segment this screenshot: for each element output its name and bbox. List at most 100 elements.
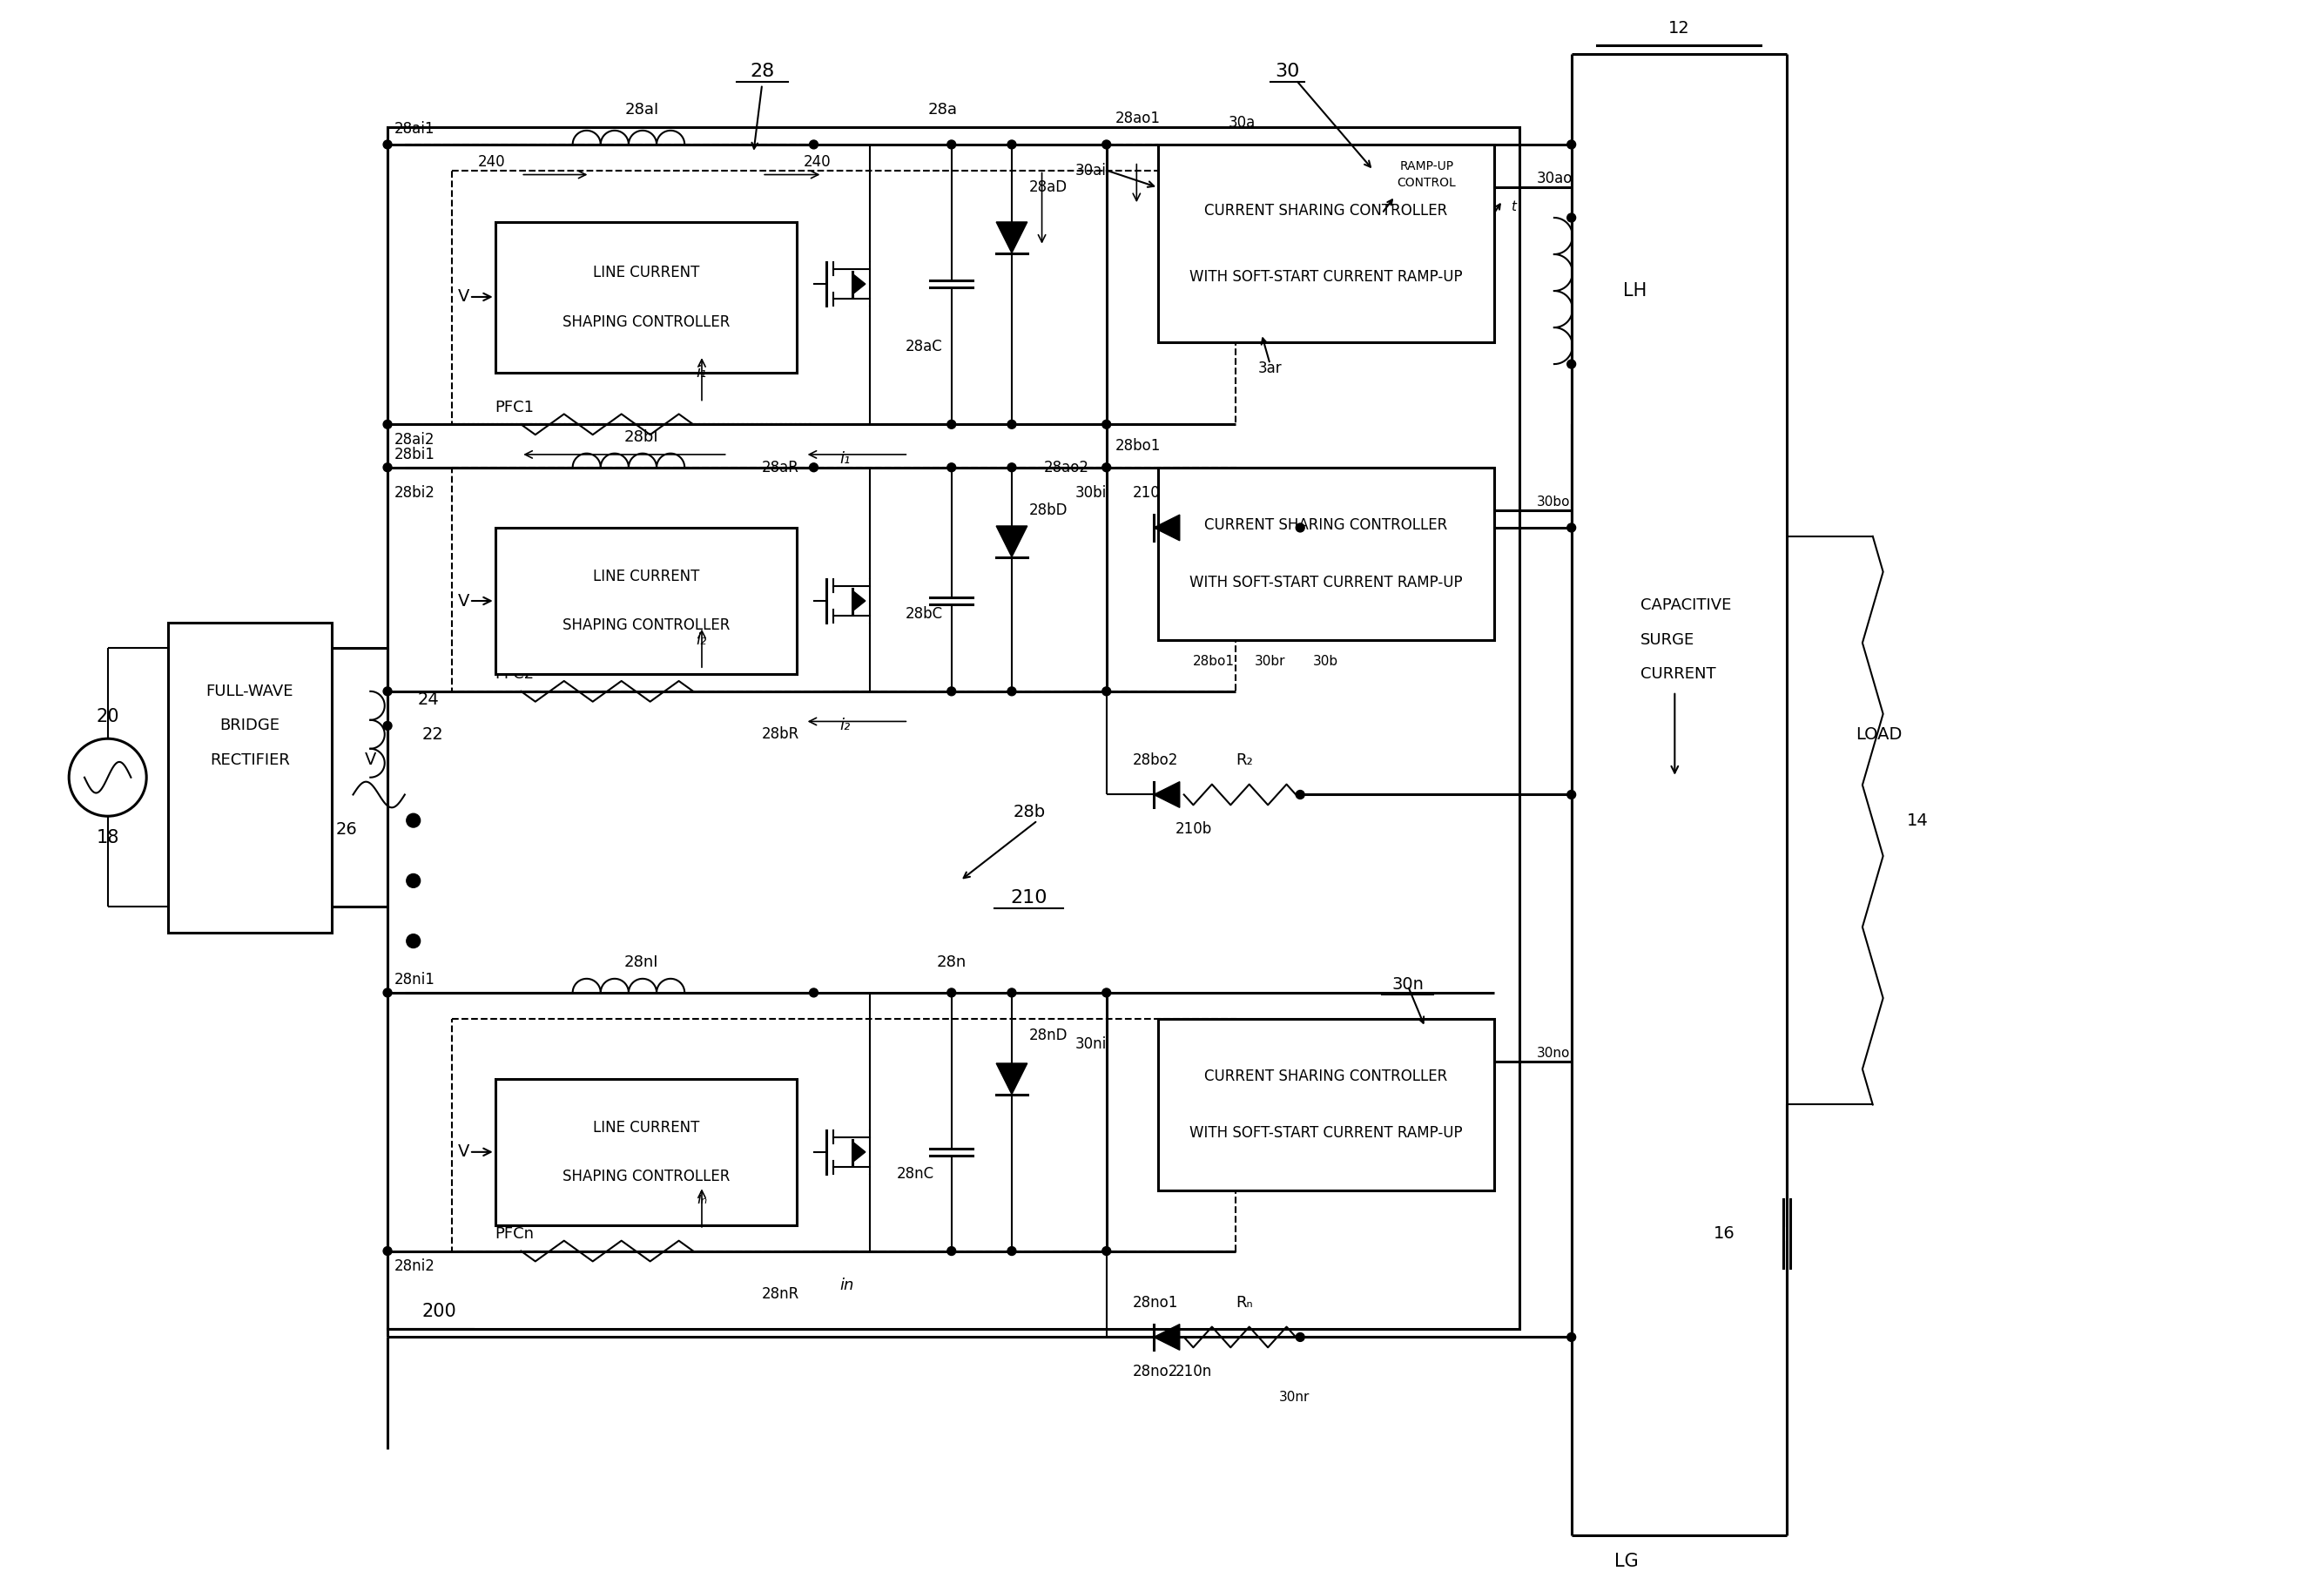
- Text: 210b: 210b: [1176, 822, 1213, 837]
- Text: 14: 14: [1908, 812, 1929, 829]
- Text: RAMP-UP: RAMP-UP: [1399, 160, 1455, 173]
- Text: 18: 18: [95, 829, 119, 847]
- Polygon shape: [1153, 1324, 1181, 1349]
- Text: SHAPING CONTROLLER: SHAPING CONTROLLER: [562, 617, 730, 633]
- Text: V: V: [458, 289, 469, 305]
- Text: LINE CURRENT: LINE CURRENT: [593, 264, 700, 280]
- Text: CURRENT: CURRENT: [1641, 666, 1715, 682]
- Circle shape: [1297, 1332, 1304, 1342]
- Text: i₂: i₂: [839, 718, 851, 734]
- Text: 28nI: 28nI: [625, 955, 658, 971]
- Text: WITH SOFT-START CURRENT RAMP-UP: WITH SOFT-START CURRENT RAMP-UP: [1190, 269, 1462, 284]
- Circle shape: [1006, 687, 1016, 696]
- Bar: [453, 468, 1236, 691]
- Text: RECTIFIER: RECTIFIER: [209, 753, 290, 768]
- Text: 30no: 30no: [1536, 1046, 1571, 1059]
- Text: 30bi: 30bi: [1076, 485, 1106, 501]
- Circle shape: [1297, 523, 1304, 533]
- Text: 12: 12: [1669, 20, 1690, 36]
- Text: 28ni1: 28ni1: [395, 972, 435, 988]
- Text: 26: 26: [337, 820, 358, 837]
- Text: V: V: [365, 753, 376, 768]
- Text: 30a: 30a: [1227, 115, 1255, 130]
- Text: 28no2: 28no2: [1132, 1364, 1178, 1379]
- Text: 28ni2: 28ni2: [395, 1258, 435, 1274]
- Text: V: V: [458, 1144, 469, 1161]
- Circle shape: [1566, 1332, 1576, 1342]
- Text: PFC1: PFC1: [495, 399, 535, 415]
- Text: in: in: [839, 1277, 853, 1293]
- Circle shape: [1006, 1247, 1016, 1255]
- Text: 28bR: 28bR: [762, 726, 799, 742]
- Circle shape: [1102, 1247, 1111, 1255]
- Polygon shape: [997, 526, 1027, 558]
- Text: 28bo1: 28bo1: [1116, 438, 1160, 454]
- Circle shape: [1102, 140, 1111, 149]
- Text: BRIDGE: BRIDGE: [221, 718, 279, 734]
- Text: LG: LG: [1615, 1552, 1638, 1569]
- Circle shape: [1297, 790, 1304, 800]
- Text: CONTROL: CONTROL: [1397, 178, 1457, 190]
- Text: LH: LH: [1622, 283, 1648, 300]
- Circle shape: [1006, 140, 1016, 149]
- Text: 28ao2: 28ao2: [1043, 460, 1090, 476]
- Text: 200: 200: [423, 1302, 456, 1320]
- Circle shape: [407, 814, 421, 828]
- Text: 30bo: 30bo: [1536, 495, 1571, 509]
- Text: LINE CURRENT: LINE CURRENT: [593, 1120, 700, 1136]
- Bar: [1157, 468, 1494, 639]
- Text: 30br: 30br: [1255, 655, 1285, 668]
- Circle shape: [407, 935, 421, 947]
- Circle shape: [1102, 687, 1111, 696]
- Text: 28a: 28a: [927, 102, 957, 118]
- Text: PFCn: PFCn: [495, 1225, 535, 1241]
- Polygon shape: [1153, 782, 1181, 807]
- Circle shape: [948, 140, 955, 149]
- Circle shape: [1102, 988, 1111, 998]
- Text: R₂: R₂: [1236, 753, 1253, 768]
- Polygon shape: [853, 1142, 865, 1163]
- Text: WITH SOFT-START CURRENT RAMP-UP: WITH SOFT-START CURRENT RAMP-UP: [1190, 1125, 1462, 1141]
- Text: 28bo2: 28bo2: [1132, 753, 1178, 768]
- Circle shape: [1102, 419, 1111, 429]
- Circle shape: [1566, 214, 1576, 222]
- Text: 28bD: 28bD: [1030, 503, 1067, 518]
- Text: 28b: 28b: [1013, 804, 1046, 820]
- Circle shape: [1566, 523, 1576, 533]
- Text: 28aD: 28aD: [1030, 179, 1067, 195]
- Text: 28: 28: [751, 63, 774, 80]
- Text: 28nD: 28nD: [1030, 1027, 1067, 1043]
- Text: 30n: 30n: [1392, 976, 1425, 993]
- Circle shape: [383, 140, 393, 149]
- Text: 28bi2: 28bi2: [395, 485, 435, 501]
- Text: i₁: i₁: [839, 451, 851, 467]
- Bar: [453, 170, 1236, 424]
- Text: 28bo1: 28bo1: [1192, 655, 1234, 668]
- Text: 240: 240: [479, 154, 507, 170]
- Text: PFC2: PFC2: [495, 666, 535, 682]
- Circle shape: [948, 463, 955, 471]
- Text: 28aI: 28aI: [625, 102, 658, 118]
- Text: CURRENT SHARING CONTROLLER: CURRENT SHARING CONTROLLER: [1204, 517, 1448, 533]
- Text: 28bi1: 28bi1: [395, 446, 435, 462]
- Circle shape: [809, 988, 818, 998]
- Bar: [495, 528, 797, 674]
- Text: 210: 210: [1011, 889, 1048, 906]
- Text: V: V: [458, 592, 469, 610]
- Text: i₂: i₂: [697, 632, 706, 647]
- Bar: [167, 622, 332, 933]
- Circle shape: [1006, 988, 1016, 998]
- Circle shape: [809, 463, 818, 471]
- Polygon shape: [853, 591, 865, 611]
- Text: WITH SOFT-START CURRENT RAMP-UP: WITH SOFT-START CURRENT RAMP-UP: [1190, 575, 1462, 591]
- Text: iₙ: iₙ: [697, 1191, 706, 1207]
- Text: 210n: 210n: [1176, 1364, 1213, 1379]
- Text: 30ao: 30ao: [1536, 171, 1573, 187]
- Text: LINE CURRENT: LINE CURRENT: [593, 569, 700, 584]
- Circle shape: [948, 988, 955, 998]
- Text: 30ai: 30ai: [1076, 162, 1106, 178]
- Circle shape: [1006, 463, 1016, 471]
- Bar: [495, 1079, 797, 1225]
- Circle shape: [383, 463, 393, 471]
- Text: 28nC: 28nC: [897, 1166, 934, 1181]
